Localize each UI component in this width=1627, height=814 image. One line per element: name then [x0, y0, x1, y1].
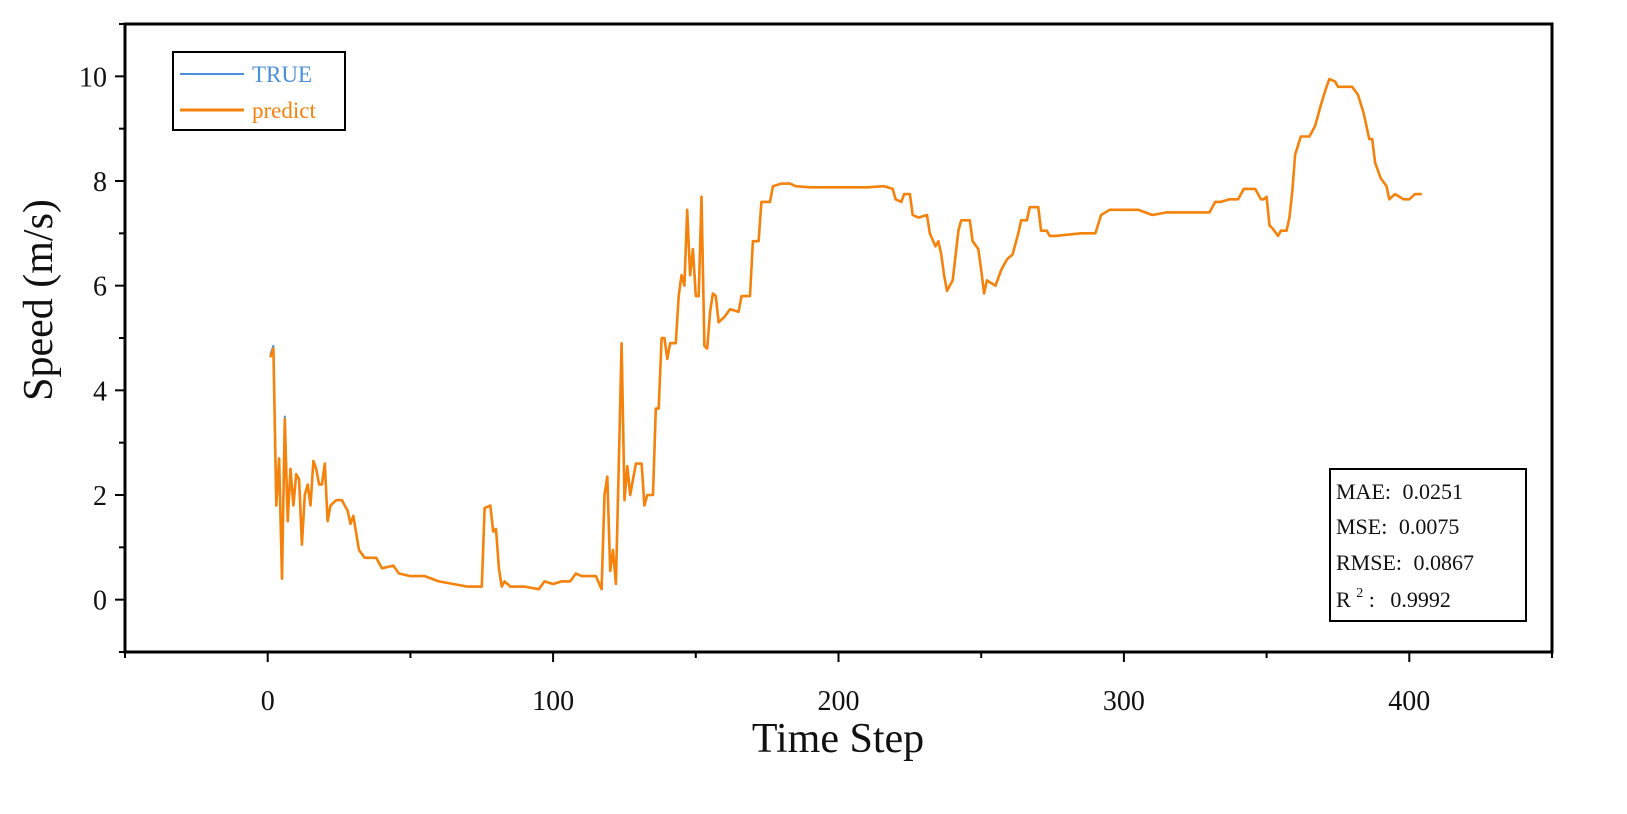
legend-label-true: TRUE — [252, 62, 312, 87]
metrics-box: MAE: 0.0251 MSE: 0.0075 RMSE: 0.0867 R 2… — [1329, 468, 1527, 622]
legend-label-predict: predict — [252, 98, 316, 123]
y-tick-label: 0 — [93, 586, 107, 617]
x-tick-label: 300 — [1103, 686, 1145, 717]
y-axis-title: Speed (m/s) — [16, 199, 62, 401]
metric-rmse: RMSE: 0.0867 — [1336, 550, 1474, 575]
y-tick-label: 8 — [93, 167, 107, 198]
x-tick-label: 200 — [818, 686, 860, 717]
series-line-predict — [269, 77, 1422, 591]
legend: TRUE predict — [172, 51, 346, 131]
x-tick-label: 0 — [261, 686, 275, 717]
metrics-box-frame — [1329, 468, 1527, 622]
x-axis-title: Time Step — [752, 716, 924, 762]
series-lines — [269, 77, 1422, 591]
axis-ticks: 0 100 200 300 400 0 2 4 6 8 10 — [79, 23, 1553, 717]
x-tick-label: 400 — [1388, 686, 1430, 717]
metric-mse: MSE: 0.0075 — [1336, 514, 1459, 539]
metric-r2: R 2 : 0.9992 — [1336, 577, 1451, 612]
y-tick-label: 4 — [93, 376, 107, 407]
y-tick-label: 10 — [79, 62, 107, 93]
y-tick-label: 6 — [93, 272, 107, 303]
metric-mae: MAE: 0.0251 — [1336, 479, 1463, 504]
x-tick-label: 100 — [532, 686, 574, 717]
legend-box — [172, 51, 346, 131]
y-tick-label: 2 — [93, 481, 107, 512]
